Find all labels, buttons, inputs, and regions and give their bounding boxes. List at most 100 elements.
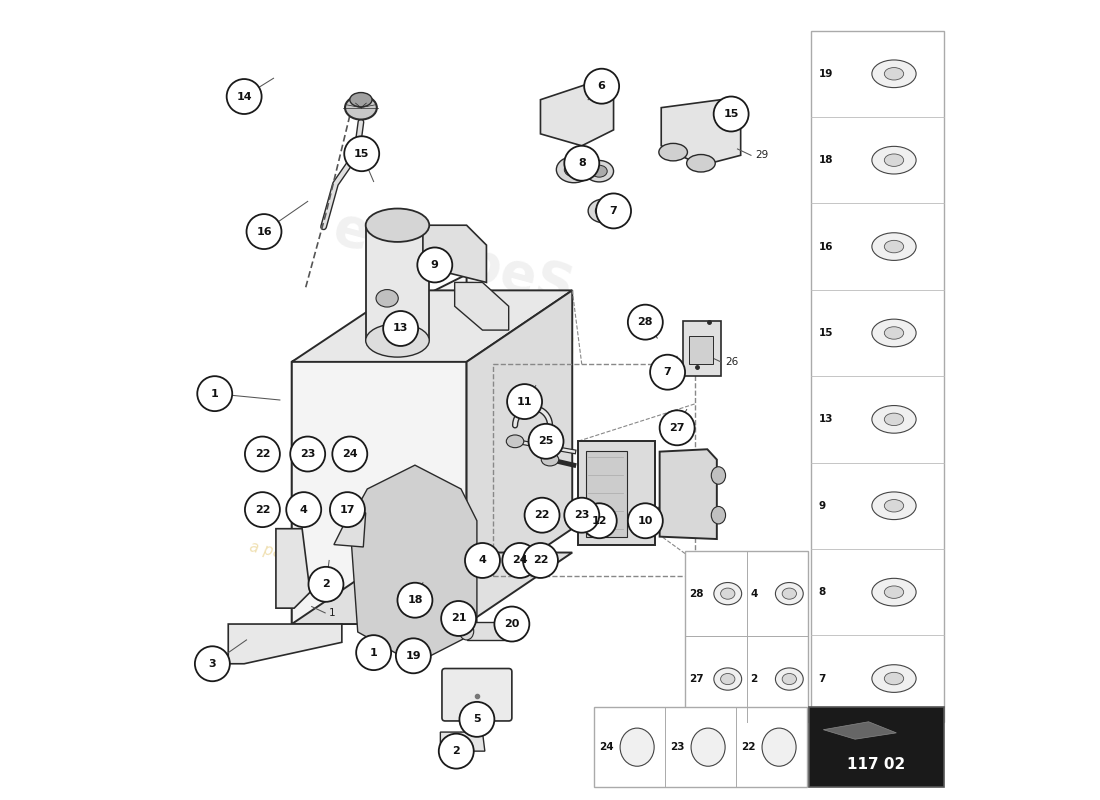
- Text: 7: 7: [609, 206, 617, 216]
- Circle shape: [397, 582, 432, 618]
- Ellipse shape: [345, 96, 377, 119]
- Text: 17: 17: [340, 505, 355, 514]
- Circle shape: [660, 410, 694, 446]
- Ellipse shape: [686, 154, 715, 172]
- Polygon shape: [229, 624, 342, 664]
- FancyBboxPatch shape: [442, 669, 512, 721]
- Polygon shape: [334, 513, 365, 547]
- Circle shape: [582, 503, 617, 538]
- Ellipse shape: [365, 324, 429, 357]
- Text: 19: 19: [406, 651, 421, 661]
- Circle shape: [286, 492, 321, 527]
- Circle shape: [330, 492, 365, 527]
- Circle shape: [245, 492, 279, 527]
- Text: 22: 22: [532, 555, 548, 566]
- Polygon shape: [292, 274, 466, 624]
- Text: 2: 2: [322, 579, 330, 590]
- Circle shape: [564, 498, 600, 533]
- Circle shape: [195, 646, 230, 682]
- Ellipse shape: [884, 499, 904, 512]
- Text: 1: 1: [211, 389, 219, 398]
- Text: 22: 22: [535, 510, 550, 520]
- Ellipse shape: [884, 154, 904, 166]
- Text: 28: 28: [689, 589, 704, 598]
- Text: 20: 20: [504, 619, 519, 629]
- Ellipse shape: [782, 674, 796, 685]
- Text: 2: 2: [750, 674, 758, 684]
- Circle shape: [290, 437, 326, 471]
- Text: 7: 7: [663, 367, 671, 377]
- Polygon shape: [440, 732, 485, 751]
- Ellipse shape: [595, 204, 613, 218]
- Text: 7: 7: [818, 674, 826, 683]
- Circle shape: [494, 606, 529, 642]
- Ellipse shape: [365, 209, 429, 242]
- Circle shape: [396, 638, 431, 674]
- Text: 10: 10: [638, 516, 653, 526]
- Bar: [586, 451, 627, 537]
- Polygon shape: [540, 84, 614, 146]
- Ellipse shape: [402, 647, 426, 665]
- Polygon shape: [683, 321, 720, 376]
- Text: since 1985: since 1985: [392, 306, 579, 366]
- Text: 14: 14: [236, 91, 252, 102]
- Text: 9: 9: [818, 501, 826, 510]
- Text: 27: 27: [670, 423, 685, 433]
- Text: 1: 1: [329, 608, 336, 618]
- Ellipse shape: [884, 240, 904, 253]
- Text: 22: 22: [255, 449, 271, 459]
- Ellipse shape: [872, 492, 916, 519]
- Text: a passion for parts since 1985: a passion for parts since 1985: [249, 539, 477, 602]
- Bar: [493, 364, 694, 576]
- Circle shape: [245, 437, 279, 471]
- Polygon shape: [292, 290, 572, 362]
- Ellipse shape: [872, 233, 916, 260]
- Text: 2: 2: [452, 746, 460, 756]
- Text: 13: 13: [818, 414, 833, 424]
- Ellipse shape: [588, 199, 620, 223]
- Circle shape: [308, 567, 343, 602]
- Circle shape: [628, 503, 663, 538]
- Ellipse shape: [714, 582, 741, 605]
- Text: 117 02: 117 02: [847, 757, 905, 772]
- Text: 27: 27: [689, 674, 704, 684]
- Polygon shape: [578, 442, 654, 545]
- Text: 1: 1: [370, 648, 377, 658]
- Bar: [689, 337, 713, 364]
- Ellipse shape: [714, 668, 741, 690]
- Circle shape: [525, 498, 560, 533]
- Text: 15: 15: [354, 149, 370, 158]
- Ellipse shape: [720, 674, 735, 685]
- Circle shape: [596, 194, 631, 229]
- Circle shape: [714, 97, 749, 131]
- Circle shape: [522, 543, 558, 578]
- Text: 25: 25: [538, 436, 553, 446]
- Text: europeS: europeS: [328, 202, 580, 316]
- Ellipse shape: [585, 161, 614, 182]
- Circle shape: [507, 384, 542, 419]
- Ellipse shape: [620, 728, 654, 766]
- Text: 15: 15: [724, 109, 739, 119]
- Ellipse shape: [659, 143, 688, 161]
- Ellipse shape: [506, 435, 524, 448]
- Ellipse shape: [872, 406, 916, 433]
- Ellipse shape: [884, 67, 904, 80]
- Text: 8: 8: [578, 158, 585, 168]
- Ellipse shape: [720, 588, 735, 599]
- Text: 18: 18: [407, 595, 422, 605]
- Text: 11: 11: [517, 397, 532, 406]
- Ellipse shape: [400, 589, 430, 611]
- Text: 22: 22: [255, 505, 271, 514]
- Text: 15: 15: [818, 328, 833, 338]
- Text: 6: 6: [597, 81, 606, 91]
- Text: 23: 23: [574, 510, 590, 520]
- Ellipse shape: [557, 157, 592, 182]
- Text: 19: 19: [818, 69, 833, 78]
- Text: 24: 24: [512, 555, 528, 566]
- Text: 29: 29: [755, 150, 768, 160]
- Text: 9: 9: [431, 260, 439, 270]
- Polygon shape: [350, 465, 477, 664]
- Polygon shape: [661, 100, 740, 166]
- Circle shape: [227, 79, 262, 114]
- Circle shape: [417, 247, 452, 282]
